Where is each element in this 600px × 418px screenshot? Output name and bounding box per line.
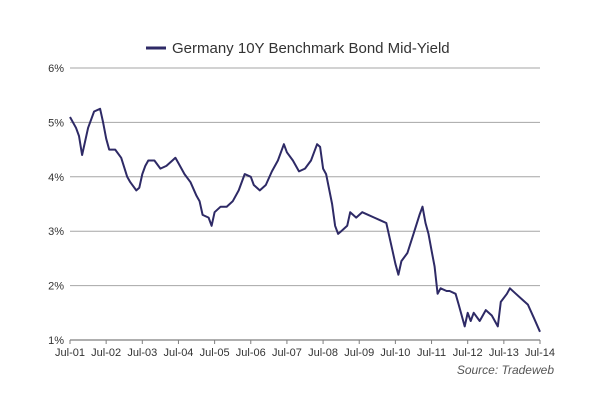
x-tick-label: Jul-07 [272, 347, 302, 359]
x-tick-label: Jul-08 [308, 347, 338, 359]
x-tick-label: Jul-10 [380, 347, 410, 359]
x-axis: Jul-01 Jul-02 Jul-03 Jul-04 Jul-05 Jul-06 Jul-… [55, 340, 555, 359]
x-tick-label: Jul-04 [163, 347, 193, 359]
legend-label: Germany 10Y Benchmark Bond Mid-Yield [172, 40, 450, 57]
x-tick-label: Jul-13 [489, 347, 519, 359]
series-lines [69, 107, 541, 333]
series-line [69, 107, 541, 333]
y-tick-label: 2% [48, 281, 64, 293]
legend: Germany 10Y Benchmark Bond Mid-Yield [146, 40, 450, 57]
y-tick-label: 5% [48, 117, 64, 129]
y-tick-label: 1% [48, 335, 64, 347]
x-tick-label: Jul-11 [417, 347, 446, 359]
x-tick-label: Jul-06 [236, 347, 266, 359]
x-tick-label: Jul-09 [344, 347, 374, 359]
x-tick-label: Jul-12 [453, 347, 483, 359]
y-tick-label: 4% [48, 172, 64, 184]
y-axis: 1% 2% 3% 4% 5% 6% [48, 63, 64, 347]
x-tick-label: Jul-14 [525, 347, 555, 359]
y-tick-label: 3% [48, 226, 64, 238]
x-tick-label: Jul-03 [127, 347, 157, 359]
x-tick-label: Jul-05 [200, 347, 230, 359]
grid-lines [70, 67, 540, 341]
x-tick-label: Jul-02 [91, 347, 121, 359]
x-tick-label: Jul-01 [55, 347, 85, 359]
source-note: Source: Tradeweb [456, 363, 554, 377]
y-tick-label: 6% [48, 63, 64, 75]
